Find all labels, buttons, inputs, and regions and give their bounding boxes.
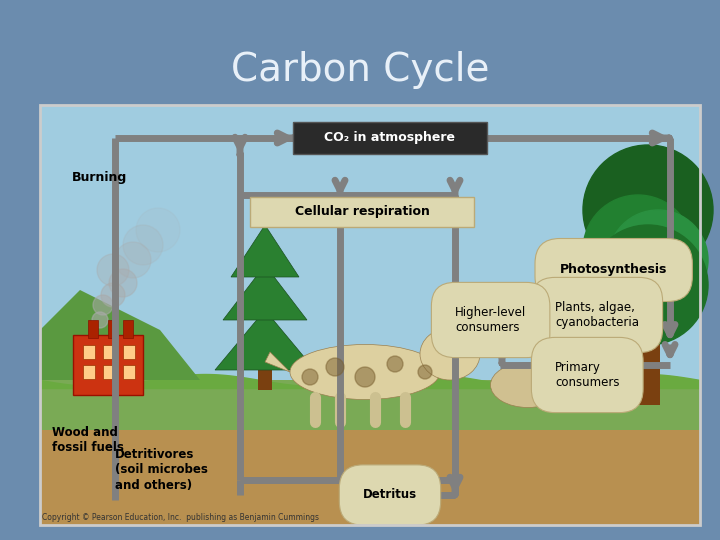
Circle shape bbox=[136, 208, 180, 252]
Circle shape bbox=[326, 358, 344, 376]
Circle shape bbox=[115, 242, 151, 278]
Bar bbox=[103, 345, 115, 359]
Bar bbox=[40, 105, 700, 525]
Circle shape bbox=[608, 210, 708, 310]
Bar bbox=[83, 345, 95, 359]
Circle shape bbox=[101, 283, 125, 307]
Circle shape bbox=[93, 295, 113, 315]
Circle shape bbox=[583, 195, 693, 305]
Text: Plants, algae,
cyanobacteria: Plants, algae, cyanobacteria bbox=[555, 301, 639, 329]
Ellipse shape bbox=[420, 328, 480, 380]
Polygon shape bbox=[231, 225, 299, 277]
Circle shape bbox=[97, 254, 129, 286]
Text: Detritivores
(soil microbes
and others): Detritivores (soil microbes and others) bbox=[115, 449, 208, 491]
Bar bbox=[108, 320, 118, 338]
Bar bbox=[123, 365, 135, 379]
Circle shape bbox=[588, 225, 708, 345]
Circle shape bbox=[387, 356, 403, 372]
Text: Detritus: Detritus bbox=[363, 489, 417, 502]
Circle shape bbox=[92, 312, 108, 328]
Bar bbox=[40, 380, 700, 430]
Circle shape bbox=[355, 367, 375, 387]
Circle shape bbox=[583, 145, 713, 275]
Polygon shape bbox=[460, 317, 483, 332]
Circle shape bbox=[123, 225, 163, 265]
Bar bbox=[123, 345, 135, 359]
Polygon shape bbox=[435, 314, 460, 332]
Polygon shape bbox=[40, 290, 200, 380]
Circle shape bbox=[418, 365, 432, 379]
Text: Burning: Burning bbox=[72, 172, 127, 185]
FancyBboxPatch shape bbox=[293, 122, 487, 154]
Ellipse shape bbox=[551, 357, 589, 389]
Bar bbox=[40, 105, 700, 380]
Bar bbox=[636, 250, 660, 405]
Text: CO₂ in atmosphere: CO₂ in atmosphere bbox=[325, 132, 456, 145]
Bar bbox=[123, 320, 133, 338]
Text: Wood and
fossil fuels: Wood and fossil fuels bbox=[52, 426, 124, 454]
Circle shape bbox=[302, 369, 318, 385]
Ellipse shape bbox=[290, 345, 440, 400]
Bar bbox=[88, 320, 98, 338]
Text: Copyright © Pearson Education, Inc.  publishing as Benjamin Cummings: Copyright © Pearson Education, Inc. publ… bbox=[42, 513, 319, 522]
FancyBboxPatch shape bbox=[250, 197, 474, 227]
Circle shape bbox=[109, 269, 137, 297]
Bar bbox=[40, 430, 700, 525]
Bar bbox=[258, 310, 272, 390]
Polygon shape bbox=[215, 310, 315, 370]
Bar bbox=[103, 365, 115, 379]
Polygon shape bbox=[223, 265, 307, 320]
Text: Carbon Cycle: Carbon Cycle bbox=[230, 51, 490, 89]
Text: Photosynthesis: Photosynthesis bbox=[560, 264, 667, 276]
Ellipse shape bbox=[490, 362, 565, 408]
Text: Higher-level
consumers: Higher-level consumers bbox=[455, 306, 526, 334]
Text: Primary
consumers: Primary consumers bbox=[555, 361, 619, 389]
Text: Cellular respiration: Cellular respiration bbox=[294, 206, 429, 219]
Bar bbox=[83, 365, 95, 379]
Polygon shape bbox=[265, 352, 290, 372]
Bar bbox=[73, 335, 143, 395]
